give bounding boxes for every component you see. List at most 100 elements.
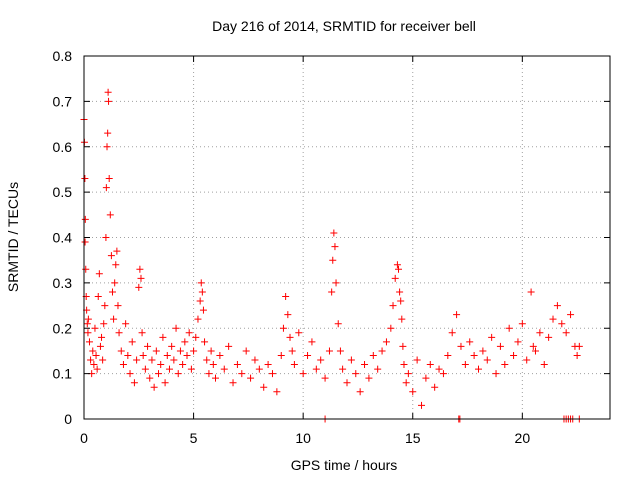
- data-point: [85, 338, 93, 346]
- data-point: [387, 324, 395, 332]
- data-point: [209, 361, 217, 369]
- data-point: [397, 297, 405, 305]
- data-point: [94, 292, 102, 300]
- data-point: [492, 370, 500, 378]
- data-point: [325, 347, 333, 355]
- data-point: [117, 347, 125, 355]
- data-point: [81, 175, 89, 183]
- data-point: [90, 361, 98, 369]
- data-point: [144, 342, 152, 350]
- data-point: [527, 288, 535, 296]
- data-point: [197, 279, 205, 287]
- grid-lines: [84, 56, 610, 419]
- data-point: [378, 347, 386, 355]
- data-point: [170, 356, 178, 364]
- data-point: [273, 388, 281, 396]
- data-point: [282, 292, 290, 300]
- data-point: [331, 243, 339, 251]
- data-point: [409, 388, 417, 396]
- x-tick-label: 15: [405, 430, 421, 446]
- data-point: [196, 297, 204, 305]
- data-point: [347, 356, 355, 364]
- data-point: [103, 143, 111, 151]
- data-point: [475, 365, 482, 373]
- data-point: [268, 370, 276, 378]
- data-point: [113, 247, 121, 255]
- data-point: [128, 338, 136, 346]
- data-point: [461, 361, 469, 369]
- data-point: [336, 347, 344, 355]
- data-point: [187, 365, 195, 373]
- data-point: [453, 311, 461, 319]
- x-tick-label: 5: [190, 430, 198, 446]
- data-point: [382, 338, 390, 346]
- data-point: [163, 351, 171, 359]
- data-point: [115, 329, 123, 337]
- y-axis-label: SRMTID / TECUs: [5, 182, 21, 292]
- x-tick-label: 10: [295, 430, 311, 446]
- x-tick-label: 20: [515, 430, 531, 446]
- data-point: [119, 361, 127, 369]
- data-point: [496, 342, 504, 350]
- data-point: [466, 338, 474, 346]
- data-point: [402, 379, 410, 387]
- data-point: [549, 315, 557, 323]
- data-point: [99, 356, 107, 364]
- data-point: [136, 265, 144, 273]
- data-point: [365, 374, 373, 382]
- axis-ticks: 0 0.1 0.2 0.3 0.4 0.5 0.6 0.7 0.8 0 5 10 15 20: [53, 48, 610, 446]
- data-point: [100, 320, 108, 328]
- data-point: [83, 320, 91, 328]
- data-point: [501, 361, 509, 369]
- data-point: [84, 315, 92, 323]
- data-point: [108, 288, 116, 296]
- data-point: [299, 370, 307, 378]
- data-point: [545, 333, 553, 341]
- data-point: [286, 333, 294, 341]
- data-point: [479, 347, 487, 355]
- data-point: [247, 374, 255, 382]
- data-point: [201, 338, 209, 346]
- data-point: [343, 379, 351, 387]
- data-point: [181, 338, 189, 346]
- y-tick-label: 0.3: [53, 275, 73, 291]
- data-point: [148, 356, 156, 364]
- data-point: [81, 215, 89, 223]
- y-tick-label: 0.6: [53, 139, 73, 155]
- data-point: [137, 274, 145, 282]
- data-point: [89, 347, 97, 355]
- data-point: [87, 356, 95, 364]
- y-tick-label: 0.5: [53, 184, 73, 200]
- data-point: [111, 279, 119, 287]
- data-point: [558, 320, 566, 328]
- y-tick-label: 0.7: [53, 93, 73, 109]
- data-point: [483, 356, 491, 364]
- data-point: [518, 320, 526, 328]
- data-point: [389, 302, 397, 310]
- data-point: [124, 351, 132, 359]
- data-point: [439, 370, 447, 378]
- data-point: [105, 175, 113, 183]
- data-point: [575, 342, 583, 350]
- data-point: [529, 342, 537, 350]
- data-point: [172, 324, 180, 332]
- data-point: [101, 302, 109, 310]
- y-tick-label: 0: [64, 411, 72, 427]
- data-point: [216, 351, 224, 359]
- data-point: [114, 302, 122, 310]
- data-point: [155, 370, 163, 378]
- data-point: [91, 324, 99, 332]
- data-point: [126, 370, 134, 378]
- data-point: [374, 365, 382, 373]
- data-point: [332, 279, 340, 287]
- data-point: [146, 374, 154, 382]
- data-point: [179, 361, 187, 369]
- data-point: [152, 347, 160, 355]
- data-point: [562, 329, 570, 337]
- data-point: [81, 238, 89, 246]
- data-point: [514, 338, 522, 346]
- data-point: [444, 351, 452, 359]
- data-point: [396, 288, 404, 296]
- data-point: [233, 361, 241, 369]
- data-point: [510, 351, 518, 359]
